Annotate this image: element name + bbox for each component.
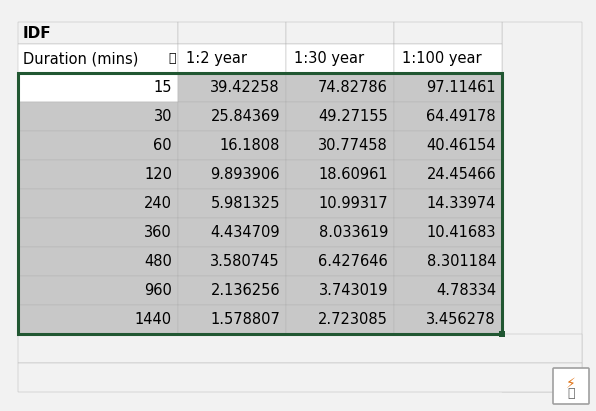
Bar [178,160,286,189]
Bar [394,102,502,131]
Bar [18,276,178,305]
Text: 60: 60 [153,138,172,153]
Bar [286,22,394,44]
Bar [286,247,394,276]
Text: 40.46154: 40.46154 [426,138,496,153]
Bar [178,73,286,102]
Text: 24.45466: 24.45466 [426,167,496,182]
Bar [18,22,178,44]
Text: 2.723085: 2.723085 [318,312,388,327]
Bar [178,131,286,160]
Bar [394,218,502,247]
Text: 6.427646: 6.427646 [318,254,388,269]
Bar [18,218,178,247]
Text: 15: 15 [154,80,172,95]
Text: 30: 30 [154,109,172,124]
Bar [286,131,394,160]
Bar [286,44,394,73]
Text: 1:100 year: 1:100 year [402,51,482,66]
Text: 1440: 1440 [135,312,172,327]
Bar [18,305,178,334]
Bar [18,160,178,189]
Bar [286,189,394,218]
Text: 30.77458: 30.77458 [318,138,388,153]
Bar [18,73,178,102]
Text: 3.456278: 3.456278 [426,312,496,327]
Text: Duration (mins): Duration (mins) [23,51,138,66]
Text: 10.99317: 10.99317 [318,196,388,211]
Text: 39.42258: 39.42258 [210,80,280,95]
Text: 5.981325: 5.981325 [210,196,280,211]
Text: 8.301184: 8.301184 [427,254,496,269]
Bar [178,44,286,73]
Bar [178,22,286,44]
Bar [394,131,502,160]
Bar [18,247,178,276]
Text: ⯿: ⯿ [169,52,176,65]
Bar [286,73,394,102]
Bar [394,276,502,305]
Bar [286,305,394,334]
Bar [18,334,582,363]
Text: 240: 240 [144,196,172,211]
Bar [178,276,286,305]
Text: 3.580745: 3.580745 [210,254,280,269]
Bar [394,73,502,102]
Text: 25.84369: 25.84369 [210,109,280,124]
Text: 97.11461: 97.11461 [426,80,496,95]
Bar [18,44,178,73]
Bar [178,218,286,247]
Text: 960: 960 [144,283,172,298]
Text: 120: 120 [144,167,172,182]
Bar [18,131,178,160]
Bar [178,189,286,218]
Text: 14.33974: 14.33974 [427,196,496,211]
Text: 18.60961: 18.60961 [318,167,388,182]
Text: 4.78334: 4.78334 [436,283,496,298]
Text: 74.82786: 74.82786 [318,80,388,95]
Text: 1:2 year: 1:2 year [186,51,247,66]
Bar [286,218,394,247]
Bar [286,160,394,189]
Text: 480: 480 [144,254,172,269]
Bar [394,189,502,218]
Text: 4.434709: 4.434709 [210,225,280,240]
Text: 1.578807: 1.578807 [210,312,280,327]
Bar [502,22,582,392]
Bar [286,276,394,305]
Text: 📋: 📋 [567,386,575,399]
Text: 9.893906: 9.893906 [210,167,280,182]
Bar [18,189,178,218]
Bar [178,305,286,334]
Bar [18,73,502,334]
Bar [18,102,178,131]
Text: 2.136256: 2.136256 [210,283,280,298]
Text: IDF: IDF [23,25,52,41]
Text: 8.033619: 8.033619 [319,225,388,240]
Text: ⚡: ⚡ [566,377,576,391]
Bar [394,305,502,334]
FancyBboxPatch shape [553,368,589,404]
Text: 3.743019: 3.743019 [318,283,388,298]
Text: 1:30 year: 1:30 year [294,51,364,66]
Bar [394,247,502,276]
Bar [394,22,502,44]
Bar [394,44,502,73]
Bar [18,363,582,392]
Text: 16.1808: 16.1808 [219,138,280,153]
Bar [394,160,502,189]
Bar [499,331,505,337]
Bar [178,247,286,276]
Text: 10.41683: 10.41683 [427,225,496,240]
Text: 64.49178: 64.49178 [426,109,496,124]
Bar [286,102,394,131]
Text: 360: 360 [144,225,172,240]
Bar [178,102,286,131]
Text: 49.27155: 49.27155 [318,109,388,124]
